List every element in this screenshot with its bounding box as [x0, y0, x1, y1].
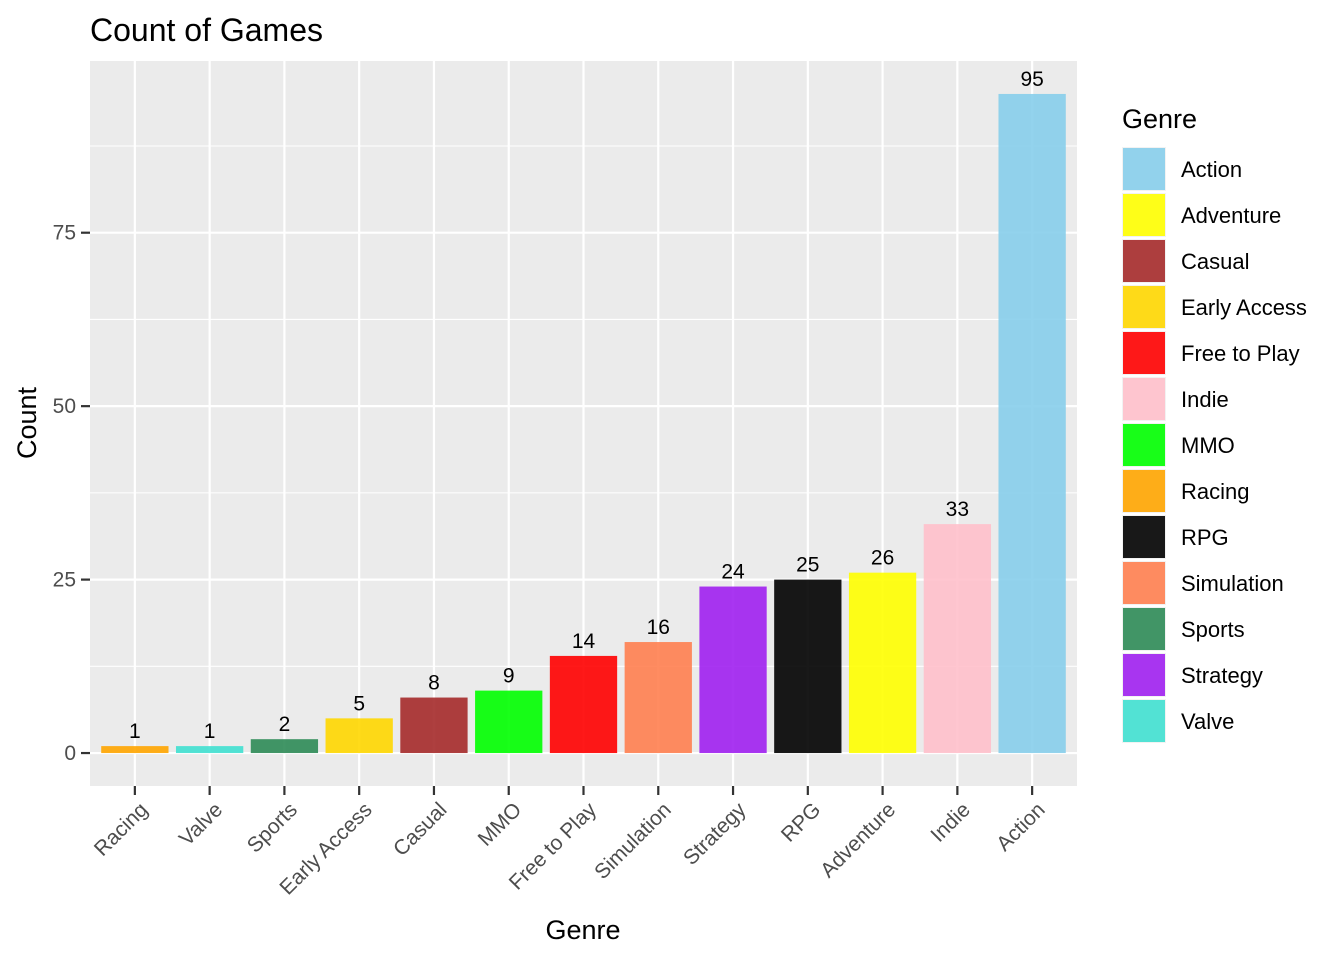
- data-label: 14: [572, 630, 596, 653]
- bar: [400, 697, 468, 754]
- data-label: 1: [129, 720, 141, 743]
- legend-label: Indie: [1181, 387, 1229, 412]
- x-tick-label: Indie: [926, 798, 974, 846]
- legend-label: Early Access: [1181, 295, 1307, 320]
- legend-label: Simulation: [1181, 571, 1284, 596]
- x-tick-label: Sports: [243, 798, 302, 857]
- legend-label: RPG: [1181, 525, 1229, 550]
- legend-label: Valve: [1181, 709, 1234, 734]
- legend-swatch: [1123, 240, 1165, 282]
- bar: [250, 739, 319, 754]
- x-tick-label: Simulation: [590, 798, 676, 884]
- bar: [998, 93, 1066, 754]
- bar: [175, 746, 244, 754]
- data-label: 2: [279, 713, 291, 736]
- legend-swatch: [1123, 470, 1165, 512]
- x-tick-label: Valve: [175, 798, 227, 850]
- legend: Genre Action Adventure Casual Early Access F…: [1122, 104, 1307, 743]
- legend-label: Racing: [1181, 479, 1249, 504]
- legend-title: Genre: [1122, 104, 1197, 134]
- x-axis-title: Genre: [545, 915, 620, 945]
- legend-label: MMO: [1181, 433, 1235, 458]
- data-label: 1: [204, 720, 216, 743]
- bar: [624, 642, 692, 754]
- data-label: 26: [871, 547, 894, 570]
- data-label: 95: [1020, 68, 1043, 91]
- bar: [475, 690, 543, 754]
- legend-swatch: [1123, 654, 1165, 696]
- y-tick-label: 75: [53, 222, 76, 245]
- legend-swatch: [1123, 148, 1165, 190]
- x-tick-label: Adventure: [816, 798, 900, 882]
- legend-label: Casual: [1181, 249, 1249, 274]
- legend-swatch: [1123, 332, 1165, 374]
- legend-swatch: [1123, 700, 1165, 742]
- x-tick-label: Casual: [389, 798, 451, 860]
- y-axis-title: Count: [12, 386, 42, 459]
- x-tick-label: Strategy: [679, 798, 751, 870]
- y-tick-label: 50: [53, 395, 76, 418]
- y-tick-label: 0: [64, 742, 76, 765]
- legend-label: Sports: [1181, 617, 1245, 642]
- data-label: 33: [946, 498, 969, 521]
- x-tick-label: MMO: [474, 798, 527, 851]
- legend-swatch: [1123, 286, 1165, 328]
- data-label: 25: [796, 554, 819, 577]
- x-tick-label: Action: [992, 798, 1050, 856]
- data-label: 24: [721, 561, 745, 584]
- y-tick-label: 25: [53, 569, 76, 592]
- chart-title: Count of Games: [90, 12, 323, 48]
- legend-swatch: [1123, 424, 1165, 466]
- x-tick-label: Racing: [90, 798, 152, 860]
- data-label: 5: [353, 692, 365, 715]
- legend-swatch: [1123, 378, 1165, 420]
- bar: [101, 746, 169, 754]
- bar: [848, 572, 917, 754]
- legend-swatch: [1123, 516, 1165, 558]
- legend-label: Adventure: [1181, 203, 1281, 228]
- bar: [923, 524, 992, 754]
- bar: [774, 579, 842, 754]
- data-label: 8: [428, 672, 440, 695]
- legend-swatch: [1123, 608, 1165, 650]
- legend-swatch: [1123, 562, 1165, 604]
- bar: [549, 655, 618, 754]
- y-axis: 0 25 50 75: [53, 222, 90, 765]
- legend-label: Free to Play: [1181, 341, 1300, 366]
- bar: [699, 586, 767, 754]
- bar: [325, 718, 393, 754]
- x-tick-label: RPG: [777, 798, 825, 846]
- legend-label: Action: [1181, 157, 1242, 182]
- data-label: 9: [503, 665, 515, 688]
- legend-label: Strategy: [1181, 663, 1263, 688]
- data-label: 16: [647, 616, 670, 639]
- legend-swatch: [1123, 194, 1165, 236]
- bars: [101, 93, 1066, 754]
